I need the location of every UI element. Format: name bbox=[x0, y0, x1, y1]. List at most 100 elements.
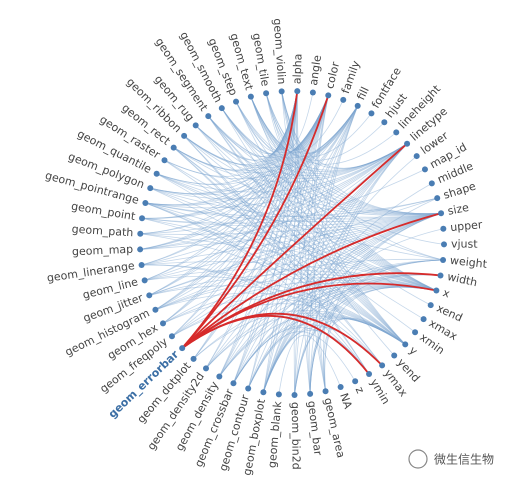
link bbox=[155, 277, 437, 311]
link bbox=[140, 95, 329, 250]
node-label: geom_blank bbox=[266, 400, 285, 468]
node-dot bbox=[160, 320, 167, 327]
link bbox=[183, 135, 442, 216]
link bbox=[247, 95, 329, 389]
link bbox=[306, 95, 329, 394]
node-dot bbox=[354, 102, 361, 109]
link bbox=[262, 197, 438, 393]
link bbox=[144, 91, 298, 281]
link bbox=[173, 147, 383, 366]
link bbox=[250, 96, 385, 161]
link bbox=[141, 91, 298, 266]
link bbox=[140, 212, 442, 235]
link bbox=[207, 115, 395, 356]
node-dot bbox=[379, 362, 386, 369]
node-dot bbox=[421, 166, 428, 173]
link bbox=[207, 115, 406, 345]
link bbox=[296, 91, 326, 392]
link bbox=[145, 95, 329, 206]
link bbox=[221, 107, 442, 215]
link bbox=[144, 268, 437, 291]
link bbox=[324, 212, 442, 392]
link bbox=[173, 143, 408, 183]
link bbox=[233, 143, 408, 384]
link bbox=[235, 101, 437, 291]
link bbox=[262, 155, 417, 393]
link bbox=[278, 334, 341, 395]
link bbox=[324, 286, 437, 392]
link bbox=[233, 286, 437, 384]
link bbox=[294, 105, 359, 395]
link bbox=[140, 95, 329, 235]
link bbox=[149, 91, 298, 296]
link bbox=[219, 259, 444, 377]
node-dot bbox=[141, 277, 148, 284]
link bbox=[173, 147, 442, 216]
link bbox=[156, 95, 329, 186]
link bbox=[183, 135, 383, 366]
link bbox=[145, 143, 408, 209]
link bbox=[162, 298, 406, 345]
node-label: upper bbox=[450, 218, 484, 234]
link bbox=[233, 95, 329, 384]
node-dot bbox=[322, 388, 329, 395]
node-dot bbox=[393, 129, 400, 136]
highlight-link bbox=[181, 314, 370, 375]
link bbox=[205, 143, 408, 369]
link bbox=[319, 105, 359, 392]
link bbox=[247, 331, 356, 389]
link bbox=[141, 264, 383, 366]
node-dot bbox=[412, 329, 419, 336]
link bbox=[156, 173, 442, 218]
link bbox=[141, 143, 408, 266]
node-dot bbox=[420, 316, 427, 323]
link bbox=[155, 258, 444, 311]
node-dot bbox=[309, 89, 316, 96]
link bbox=[141, 95, 329, 266]
node-label: width bbox=[446, 270, 478, 289]
node-label: alpha bbox=[291, 53, 305, 84]
link bbox=[183, 105, 359, 169]
link bbox=[155, 95, 329, 311]
link bbox=[156, 143, 408, 193]
link bbox=[155, 105, 359, 311]
link bbox=[171, 303, 406, 345]
link bbox=[141, 261, 437, 291]
node-dot bbox=[440, 257, 447, 264]
link bbox=[247, 212, 442, 389]
node-dot bbox=[440, 241, 447, 248]
link bbox=[156, 173, 444, 261]
link bbox=[141, 264, 370, 375]
node-label: geom_bin2d bbox=[289, 402, 303, 470]
link bbox=[173, 91, 298, 171]
node-dot bbox=[218, 105, 225, 112]
link bbox=[145, 202, 442, 223]
link bbox=[265, 93, 406, 345]
link bbox=[218, 105, 359, 377]
link bbox=[281, 91, 359, 154]
link bbox=[162, 91, 298, 324]
link bbox=[219, 212, 442, 377]
node-dot bbox=[179, 345, 186, 352]
watermark-text: 微生信生物 bbox=[434, 453, 494, 467]
link bbox=[294, 259, 444, 396]
link bbox=[149, 212, 442, 296]
node-dot bbox=[278, 88, 285, 95]
link bbox=[207, 115, 437, 291]
link bbox=[207, 95, 329, 159]
link bbox=[150, 143, 408, 200]
link bbox=[140, 91, 298, 235]
node-dot bbox=[192, 122, 199, 129]
link bbox=[140, 233, 437, 291]
link bbox=[250, 96, 397, 165]
link bbox=[164, 159, 437, 291]
link bbox=[219, 285, 437, 377]
link bbox=[149, 105, 359, 296]
link bbox=[281, 91, 298, 149]
link bbox=[233, 91, 298, 384]
link bbox=[221, 107, 406, 345]
link bbox=[221, 95, 329, 156]
link bbox=[207, 115, 431, 306]
link bbox=[183, 135, 408, 179]
node-dot bbox=[294, 88, 301, 95]
